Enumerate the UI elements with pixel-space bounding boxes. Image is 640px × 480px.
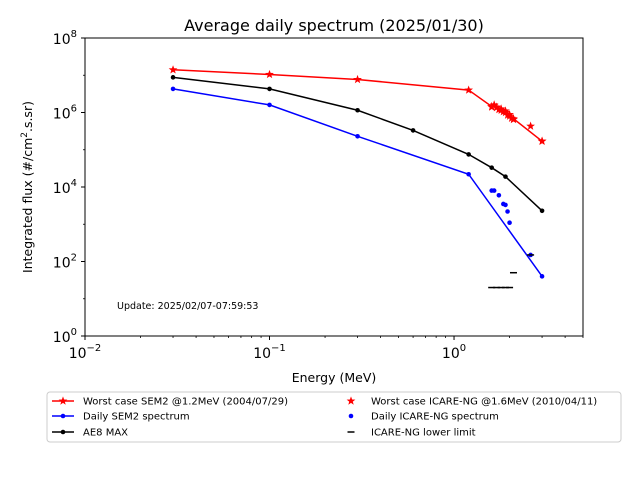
y-tick-label: 100 [53,327,77,346]
data-point [353,74,362,84]
update-annotation: Update: 2025/02/07-07:59:53 [117,301,258,312]
legend-label: Daily SEM2 spectrum [83,412,190,423]
data-point [496,105,506,114]
legend-item: AE8 MAX [52,428,128,439]
data-point [491,188,497,193]
series-3 [487,100,547,145]
y-tick-label: 102 [53,253,77,272]
series-1 [170,86,545,279]
series-line [172,76,543,212]
data-point [464,85,474,94]
data-point [503,174,508,179]
data-point [489,165,494,170]
series-layer [168,65,547,289]
legend-label: Worst case ICARE-NG @1.6MeV (2010/04/11) [371,397,597,408]
data-point [355,107,360,113]
data-point [509,114,518,124]
y-tick-label: 106 [53,104,77,123]
data-point [489,100,499,110]
legend-item: ICARE-NG lower limit [347,428,476,439]
legend-swatch-marker [60,413,66,419]
data-point [410,128,416,133]
data-point [168,65,178,74]
data-point [466,152,471,157]
legend-swatch-marker [60,429,66,435]
legend: Worst case SEM2 @1.2MeV (2004/07/29) Dail… [46,391,622,443]
data-point [466,171,471,177]
y-axis-label-superscript: 2 [20,132,30,138]
legend-item: Daily SEM2 spectrum [52,412,190,423]
legend-item: Daily ICARE-NG spectrum [348,412,499,423]
legend-swatch-marker [348,413,354,419]
data-point [170,86,176,92]
y-tick-label: 104 [53,178,77,197]
legend-item: Worst case SEM2 @1.2MeV (2004/07/29) [52,396,288,408]
legend-swatch-marker [58,396,68,405]
y-tick-label: 108 [53,29,77,48]
data-point [505,209,510,214]
data-point [355,133,360,139]
data-point [265,69,274,79]
data-point [503,202,508,208]
chart-title: Average daily spectrum (2025/01/30) [184,16,484,35]
data-point [505,111,514,120]
x-axis: 10−2 10−1 100 [69,336,584,362]
data-point [492,103,501,112]
y-axis-label-tail: .s.sr) [20,101,35,132]
data-point [507,220,512,226]
legend-swatch-marker [346,396,356,405]
data-point [487,102,497,111]
data-point [537,136,547,145]
data-point [501,107,510,117]
legend-label: Worst case SEM2 @1.2MeV (2004/07/29) [83,397,288,408]
series-4 [489,188,533,258]
x-tick-label: 10−2 [69,343,102,362]
data-point [496,192,502,198]
legend-box [46,391,622,443]
series-5 [488,254,535,289]
y-axis: 100 102 104 106 108 [53,29,85,346]
y-axis-label-main: Integrated flux (#/cm [20,138,35,273]
x-tick-label: 100 [442,343,466,362]
data-point [539,208,545,214]
data-point [539,274,545,279]
legend-label: ICARE-NG lower limit [371,428,476,439]
data-point [170,75,176,80]
legend-label: Daily ICARE-NG spectrum [371,412,499,423]
data-point [526,121,535,130]
series-2 [170,75,545,214]
x-axis-label: Energy (MeV) [292,370,377,385]
legend-label: AE8 MAX [83,428,128,439]
data-point [507,113,516,122]
x-tick-label: 10−1 [253,343,286,362]
data-point [267,102,272,108]
legend-item: Worst case ICARE-NG @1.6MeV (2010/04/11) [346,396,597,408]
data-point [267,86,272,92]
y-axis-label: Integrated flux (#/cm2.s.sr) [20,101,35,273]
